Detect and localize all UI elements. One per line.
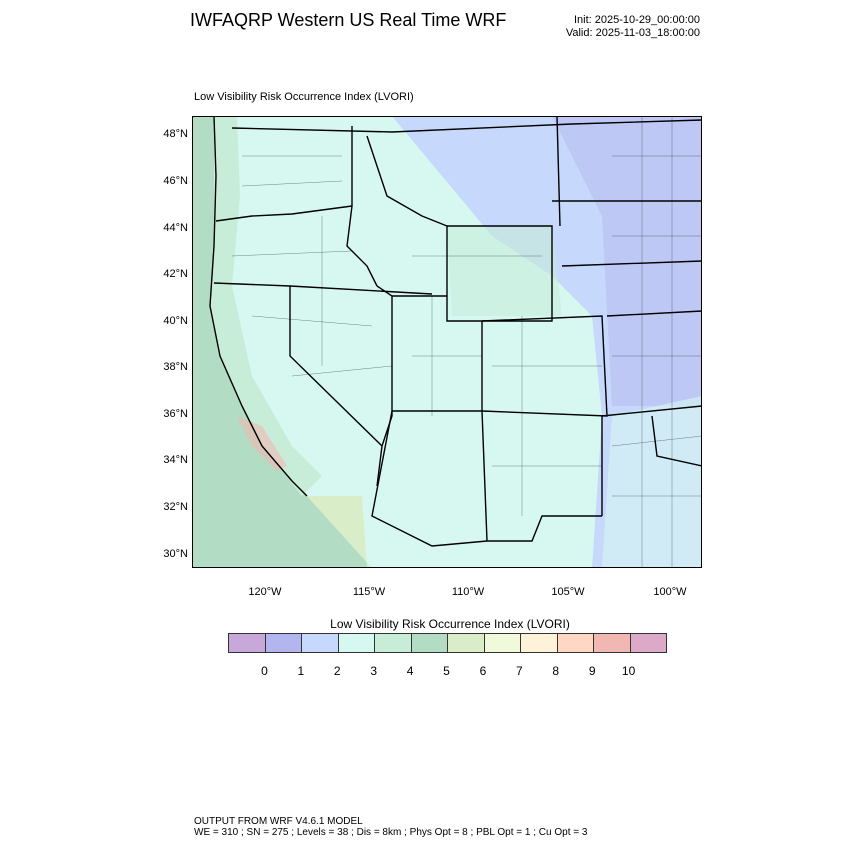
lvori-map <box>192 116 702 568</box>
wyoming-green <box>447 226 562 316</box>
map-frame <box>192 116 702 568</box>
lon-label: 110°W <box>451 586 485 598</box>
lat-label: 30°N <box>163 548 188 560</box>
lon-label: 120°W <box>248 586 282 598</box>
coastline <box>209 116 308 497</box>
colorbar-swatch <box>521 634 558 652</box>
colorbar-swatch <box>265 634 302 652</box>
model-version: OUTPUT FROM WRF V4.6.1 MODEL <box>194 816 363 827</box>
lat-label: 32°N <box>163 501 188 513</box>
county-borders <box>231 116 702 568</box>
nv-ut-border <box>376 285 393 447</box>
coastal-green <box>210 116 322 496</box>
lat-label: 44°N <box>163 222 188 234</box>
colorbar-label: 0 <box>261 664 268 678</box>
colorbar-label: 5 <box>443 664 450 678</box>
mt-dakotas-border <box>552 116 702 317</box>
colorbar-label: 9 <box>588 664 596 678</box>
colorbar-swatch <box>411 634 448 652</box>
colorbar-label: 10 <box>621 664 636 678</box>
baja-region <box>307 496 372 568</box>
state-borders <box>209 116 702 547</box>
wa-or-border <box>215 205 353 222</box>
colorbar-label: 4 <box>406 664 414 678</box>
lat-label: 42°N <box>163 268 188 280</box>
california-high <box>237 416 287 471</box>
ca-nv-border <box>289 286 383 487</box>
field-subtitle: Low Visibility Risk Occurrence Index (LV… <box>194 91 414 103</box>
wy-border <box>447 225 553 322</box>
lat-label: 40°N <box>163 315 188 327</box>
co-border <box>481 315 608 417</box>
lat-label: 34°N <box>163 454 188 466</box>
colorbar-swatch <box>630 634 666 652</box>
colorbar-label: 6 <box>479 664 487 678</box>
lon-label: 115°W <box>352 586 386 598</box>
lat-label: 36°N <box>163 408 188 420</box>
colorbar-swatch <box>484 634 521 652</box>
init-time: Init: 2025-10-29_00:00:00 <box>574 14 700 26</box>
id-border <box>346 126 378 287</box>
lon-label: 105°W <box>551 586 585 598</box>
canada-border <box>231 119 702 133</box>
colorbar-swatch <box>557 634 594 652</box>
colorbar-label: 8 <box>552 664 560 678</box>
lat-label: 48°N <box>163 128 188 140</box>
az-nm-border <box>371 410 602 547</box>
model-info: OUTPUT FROM WRF V4.6.1 MODEL WE = 310 ; … <box>194 816 587 838</box>
plains-blue-darker <box>552 116 702 406</box>
valid-time: Valid: 2025-11-03_18:00:00 <box>565 27 700 39</box>
model-config: WE = 310 ; SN = 275 ; Levels = 38 ; Dis … <box>194 827 588 838</box>
ocean <box>192 116 372 568</box>
colorbar-swatch <box>375 634 412 652</box>
plot-title: IWFAQRP Western US Real Time WRF <box>190 10 507 30</box>
colorbar-swatch <box>338 634 375 652</box>
colorbar-label: 3 <box>370 664 377 678</box>
colorbar-swatch <box>594 634 631 652</box>
colorbar-swatch <box>229 634 266 652</box>
colorbar-title: Low Visibility Risk Occurrence Index (LV… <box>330 617 570 631</box>
colorbar-label: 2 <box>333 664 341 678</box>
texas-cyan <box>602 396 702 568</box>
time-info: Init: 2025-10-29_00:00:00 Valid: 2025-11… <box>566 14 700 40</box>
colorbar-label: 1 <box>297 664 305 678</box>
lat-label: 46°N <box>163 175 188 187</box>
id-mt-border <box>366 135 448 227</box>
colorbar <box>228 633 667 653</box>
lat-label: 38°N <box>163 361 188 373</box>
lon-label: 100°W <box>653 586 687 598</box>
colorbar-label: 7 <box>515 664 523 678</box>
colorbar-swatch <box>448 634 485 652</box>
ok-border <box>601 405 702 467</box>
colorbar-swatch <box>302 634 339 652</box>
